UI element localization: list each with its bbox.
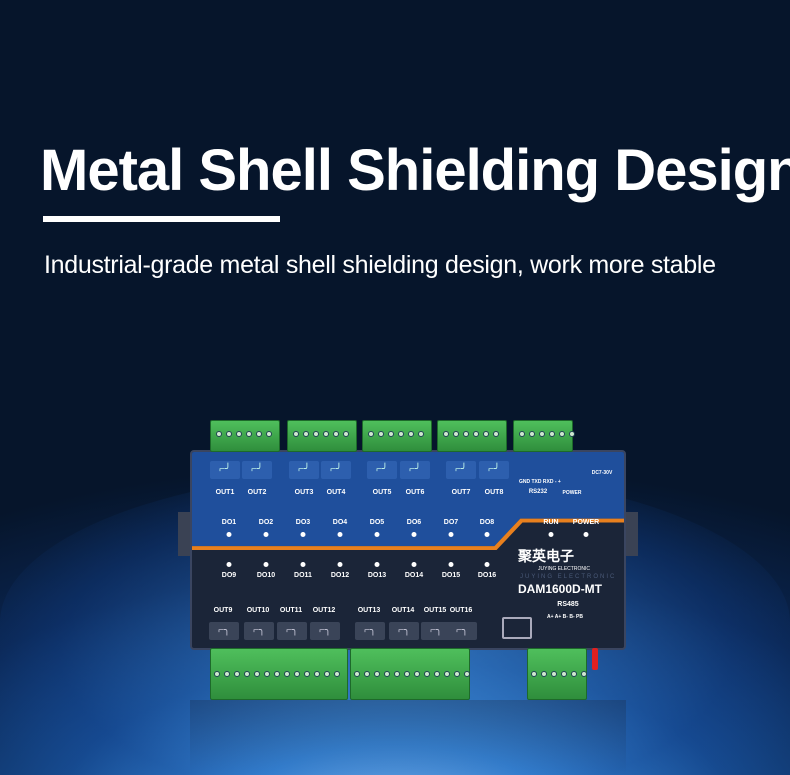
do-led — [411, 532, 417, 537]
brand-name: 聚英电子 — [518, 548, 574, 564]
do-label: DO7 — [443, 519, 459, 526]
do-led — [337, 562, 343, 567]
do-label: DO6 — [406, 519, 422, 526]
brand-faint: JUYING ELECTRONIC — [520, 574, 617, 580]
relay-indicator: ⌐╯ — [321, 461, 351, 479]
mount-ear-right — [624, 512, 638, 556]
do-label: DO3 — [295, 519, 311, 526]
output-label: OUT12 — [312, 607, 336, 614]
model-number: DAM1600D-MT — [518, 582, 603, 596]
do-label: DO12 — [330, 572, 350, 579]
do-led — [374, 532, 380, 537]
rs232-pins: GND TXD RXD - + — [519, 479, 561, 485]
mount-ear-left — [178, 512, 192, 556]
do-led — [300, 532, 306, 537]
rs232-label: RS232 — [528, 489, 548, 495]
relay-indicator: ⌐╮ — [355, 622, 385, 640]
relay-indicator: ⌐╯ — [400, 461, 430, 479]
relay-indicator: ⌐╯ — [242, 461, 272, 479]
reflection — [190, 700, 626, 775]
relay-indicator: ⌐╮ — [389, 622, 419, 640]
output-label: OUT4 — [326, 489, 346, 496]
relay-indicator: ⌐╯ — [289, 461, 319, 479]
do-led — [374, 562, 380, 567]
do-label: DO2 — [258, 519, 274, 526]
do-led — [411, 562, 417, 567]
do-led — [226, 562, 232, 567]
do-led — [484, 562, 490, 567]
power-input-label: POWER — [562, 490, 582, 496]
output-label: OUT10 — [246, 607, 270, 614]
output-label: OUT11 — [279, 607, 303, 614]
terminal-block-bottom — [210, 648, 348, 700]
output-label: OUT14 — [391, 607, 415, 614]
do-label: DO8 — [479, 519, 495, 526]
do-label: DO9 — [221, 572, 237, 579]
do-label: DO16 — [477, 572, 497, 579]
terminal-block-bottom — [350, 648, 470, 700]
do-label: DO5 — [369, 519, 385, 526]
output-label: OUT13 — [357, 607, 381, 614]
do-label: DO11 — [294, 572, 312, 579]
terminal-block-top — [437, 420, 507, 452]
do-label: DO13 — [367, 572, 387, 579]
terminal-block-bottom — [527, 648, 587, 700]
do-label: DO4 — [332, 519, 348, 526]
output-label: OUT1 — [215, 489, 235, 496]
do-label: DO14 — [404, 572, 424, 579]
relay-indicator: ⌐╯ — [210, 461, 240, 479]
do-label: DO15 — [441, 572, 461, 579]
do-led — [226, 532, 232, 537]
subheadline: Industrial-grade metal shell shielding d… — [44, 251, 716, 279]
output-label: OUT2 — [247, 489, 267, 496]
terminal-block-top — [513, 420, 575, 452]
terminal-block-top — [287, 420, 357, 452]
terminal-block-top — [362, 420, 432, 452]
brand-english: JUYING ELECTRONIC — [538, 566, 590, 572]
do-led — [263, 562, 269, 567]
output-label: OUT8 — [484, 489, 504, 496]
dc-voltage-label: DC7-30V — [591, 470, 613, 476]
run-label: RUN — [543, 519, 559, 526]
do-led — [300, 562, 306, 567]
do-label: DO10 — [256, 572, 276, 579]
output-label: OUT15 — [423, 607, 447, 614]
terminal-block-top — [210, 420, 280, 452]
ethernet-port[interactable] — [502, 617, 532, 639]
antenna — [592, 648, 598, 670]
output-label: OUT16 — [449, 607, 473, 614]
output-label: OUT6 — [405, 489, 425, 496]
relay-indicator: ⌐╮ — [277, 622, 307, 640]
relay-indicator: ⌐╯ — [367, 461, 397, 479]
relay-indicator: ⌐╮ — [244, 622, 274, 640]
do-led — [337, 532, 343, 537]
relay-indicator: ⌐╮ — [447, 622, 477, 640]
output-label: OUT9 — [213, 607, 233, 614]
do-label: DO1 — [221, 519, 237, 526]
run-led — [548, 532, 554, 537]
do-led — [484, 532, 490, 537]
relay-indicator: ⌐╮ — [310, 622, 340, 640]
relay-indicator: ⌐╯ — [446, 461, 476, 479]
output-label: OUT7 — [451, 489, 471, 496]
relay-indicator: ⌐╮ — [209, 622, 239, 640]
do-led — [448, 532, 454, 537]
relay-indicator: ⌐╯ — [479, 461, 509, 479]
power-led — [583, 532, 589, 537]
do-led — [448, 562, 454, 567]
rs485-pins: A+ A+ B- B- PB — [547, 614, 583, 620]
power-label: POWER — [572, 519, 600, 526]
headline: Metal Shell Shielding Design — [40, 138, 790, 203]
do-led — [263, 532, 269, 537]
relay-indicator: ⌐╮ — [421, 622, 451, 640]
output-label: OUT3 — [294, 489, 314, 496]
rs485-label: RS485 — [557, 601, 579, 608]
headline-underline — [43, 216, 280, 222]
output-label: OUT5 — [372, 489, 392, 496]
